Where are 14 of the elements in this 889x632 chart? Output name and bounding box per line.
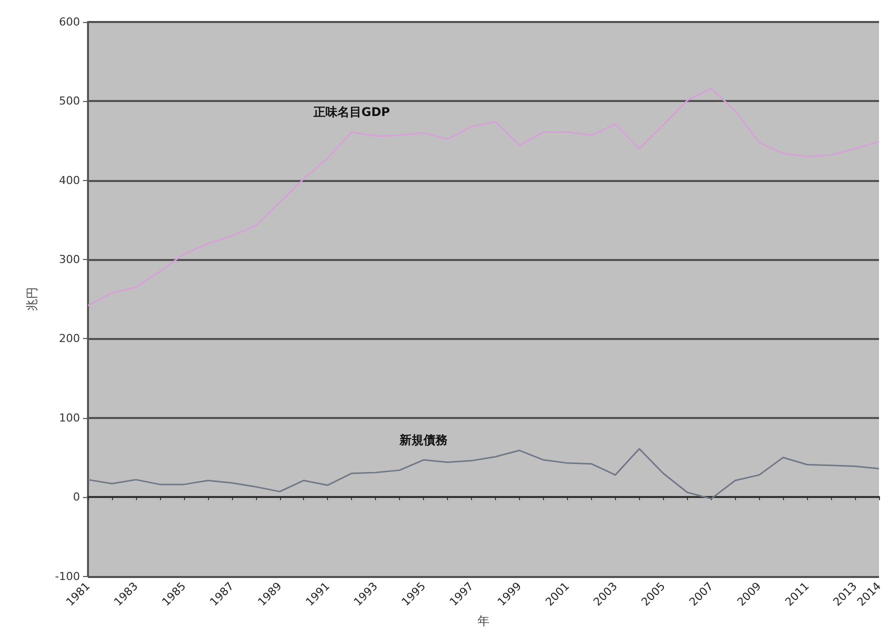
line-series — [87, 448, 880, 500]
y-axis-title: 兆円 — [25, 287, 39, 312]
x-axis-title: 年 — [478, 614, 490, 628]
y-tick-label: 600 — [59, 16, 80, 28]
y-tick-label: 200 — [59, 332, 80, 346]
line-series — [87, 88, 880, 306]
y-tick-label: 300 — [59, 253, 80, 266]
y-tick-label: 400 — [59, 174, 80, 187]
y-tick-label: 0 — [73, 490, 80, 504]
y-tick-label: -100 — [55, 570, 80, 583]
series-label: 新規債務 — [398, 432, 449, 447]
y-tick-label: 100 — [59, 411, 80, 424]
y-tick-label: 500 — [59, 94, 80, 108]
series-label: 正味名目GDP — [312, 105, 390, 120]
